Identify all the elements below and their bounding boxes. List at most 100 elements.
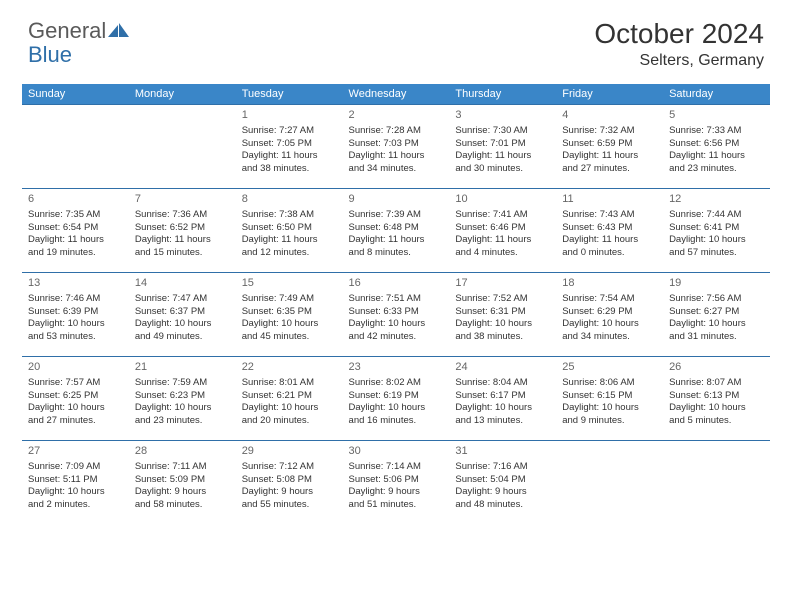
daylight-text: and 23 minutes. xyxy=(135,415,230,428)
sunset-text: Sunset: 6:19 PM xyxy=(349,390,444,403)
daylight-text: Daylight: 10 hours xyxy=(28,318,123,331)
daylight-text: and 48 minutes. xyxy=(455,499,550,512)
weekday-header: Saturday xyxy=(663,84,770,105)
calendar-body: 1Sunrise: 7:27 AMSunset: 7:05 PMDaylight… xyxy=(22,105,770,525)
sunrise-text: Sunrise: 7:39 AM xyxy=(349,209,444,222)
logo: General xyxy=(28,18,132,44)
calendar-cell-empty xyxy=(22,105,129,189)
day-number: 29 xyxy=(242,444,337,459)
sunset-text: Sunset: 6:54 PM xyxy=(28,222,123,235)
day-number: 25 xyxy=(562,360,657,375)
daylight-text: and 2 minutes. xyxy=(28,499,123,512)
daylight-text: and 57 minutes. xyxy=(669,247,764,260)
daylight-text: and 20 minutes. xyxy=(242,415,337,428)
calendar-cell-empty xyxy=(129,105,236,189)
sunset-text: Sunset: 6:56 PM xyxy=(669,138,764,151)
calendar-cell: 20Sunrise: 7:57 AMSunset: 6:25 PMDayligh… xyxy=(22,357,129,441)
day-number: 17 xyxy=(455,276,550,291)
calendar-cell: 13Sunrise: 7:46 AMSunset: 6:39 PMDayligh… xyxy=(22,273,129,357)
calendar-cell-empty xyxy=(556,441,663,525)
sunset-text: Sunset: 5:09 PM xyxy=(135,474,230,487)
logo-word2: Blue xyxy=(28,42,72,68)
day-number: 3 xyxy=(455,108,550,123)
day-number: 11 xyxy=(562,192,657,207)
daylight-text: Daylight: 11 hours xyxy=(455,234,550,247)
calendar-cell: 18Sunrise: 7:54 AMSunset: 6:29 PMDayligh… xyxy=(556,273,663,357)
calendar-cell: 22Sunrise: 8:01 AMSunset: 6:21 PMDayligh… xyxy=(236,357,343,441)
calendar-cell: 19Sunrise: 7:56 AMSunset: 6:27 PMDayligh… xyxy=(663,273,770,357)
day-number: 2 xyxy=(349,108,444,123)
calendar-cell: 25 Sunrise: 8:06 AMSunset: 6:15 PMDayligh… xyxy=(556,357,663,441)
sunset-text: Sunset: 6:39 PM xyxy=(28,306,123,319)
header: General October 2024 Selters, Germany xyxy=(0,0,792,76)
sunset-text: Sunset: 6:15 PM xyxy=(562,390,657,403)
daylight-text: Daylight: 11 hours xyxy=(242,150,337,163)
day-number: 7 xyxy=(135,192,230,207)
calendar-cell: 2Sunrise: 7:28 AMSunset: 7:03 PMDaylight… xyxy=(343,105,450,189)
calendar-head: SundayMondayTuesdayWednesdayThursdayFrid… xyxy=(22,84,770,105)
sunset-text: Sunset: 6:37 PM xyxy=(135,306,230,319)
daylight-text: Daylight: 10 hours xyxy=(562,402,657,415)
title-block: October 2024 Selters, Germany xyxy=(594,18,764,70)
daylight-text: Daylight: 11 hours xyxy=(669,150,764,163)
sunrise-text: Sunrise: 7:46 AM xyxy=(28,293,123,306)
daylight-text: Daylight: 10 hours xyxy=(669,318,764,331)
daylight-text: Daylight: 10 hours xyxy=(242,402,337,415)
location: Selters, Germany xyxy=(594,52,764,70)
day-number: 27 xyxy=(28,444,123,459)
sunset-text: Sunset: 6:13 PM xyxy=(669,390,764,403)
daylight-text: Daylight: 10 hours xyxy=(349,402,444,415)
daylight-text: and 27 minutes. xyxy=(562,163,657,176)
daylight-text: and 30 minutes. xyxy=(455,163,550,176)
daylight-text: Daylight: 10 hours xyxy=(135,318,230,331)
sunset-text: Sunset: 6:21 PM xyxy=(242,390,337,403)
calendar-cell: 28Sunrise: 7:11 AMSunset: 5:09 PMDayligh… xyxy=(129,441,236,525)
calendar-cell: 16Sunrise: 7:51 AMSunset: 6:33 PMDayligh… xyxy=(343,273,450,357)
day-number: 6 xyxy=(28,192,123,207)
calendar-cell: 14Sunrise: 7:47 AMSunset: 6:37 PMDayligh… xyxy=(129,273,236,357)
daylight-text: Daylight: 11 hours xyxy=(455,150,550,163)
calendar-cell: 27Sunrise: 7:09 AMSunset: 5:11 PMDayligh… xyxy=(22,441,129,525)
sunset-text: Sunset: 6:43 PM xyxy=(562,222,657,235)
daylight-text: and 53 minutes. xyxy=(28,331,123,344)
calendar-cell: 9Sunrise: 7:39 AMSunset: 6:48 PMDaylight… xyxy=(343,189,450,273)
sunset-text: Sunset: 5:06 PM xyxy=(349,474,444,487)
daylight-text: and 15 minutes. xyxy=(135,247,230,260)
sunset-text: Sunset: 5:11 PM xyxy=(28,474,123,487)
sunset-text: Sunset: 6:27 PM xyxy=(669,306,764,319)
day-number: 31 xyxy=(455,444,550,459)
day-number: 21 xyxy=(135,360,230,375)
month-title: October 2024 xyxy=(594,18,764,50)
daylight-text: and 51 minutes. xyxy=(349,499,444,512)
calendar-cell: 23Sunrise: 8:02 AMSunset: 6:19 PMDayligh… xyxy=(343,357,450,441)
calendar-row: 20Sunrise: 7:57 AMSunset: 6:25 PMDayligh… xyxy=(22,357,770,441)
daylight-text: Daylight: 10 hours xyxy=(242,318,337,331)
daylight-text: and 34 minutes. xyxy=(349,163,444,176)
weekday-header: Friday xyxy=(556,84,663,105)
sunrise-text: Sunrise: 7:43 AM xyxy=(562,209,657,222)
calendar-row: 6Sunrise: 7:35 AMSunset: 6:54 PMDaylight… xyxy=(22,189,770,273)
daylight-text: Daylight: 11 hours xyxy=(28,234,123,247)
daylight-text: and 38 minutes. xyxy=(455,331,550,344)
sunset-text: Sunset: 7:01 PM xyxy=(455,138,550,151)
sunrise-text: Sunrise: 8:06 AM xyxy=(562,377,657,390)
day-number: 28 xyxy=(135,444,230,459)
calendar-cell: 29Sunrise: 7:12 AMSunset: 5:08 PMDayligh… xyxy=(236,441,343,525)
daylight-text: Daylight: 11 hours xyxy=(242,234,337,247)
sunrise-text: Sunrise: 7:52 AM xyxy=(455,293,550,306)
daylight-text: and 31 minutes. xyxy=(669,331,764,344)
daylight-text: and 38 minutes. xyxy=(242,163,337,176)
daylight-text: Daylight: 11 hours xyxy=(349,150,444,163)
daylight-text: and 55 minutes. xyxy=(242,499,337,512)
calendar-cell: 26Sunrise: 8:07 AMSunset: 6:13 PMDayligh… xyxy=(663,357,770,441)
sunrise-text: Sunrise: 7:47 AM xyxy=(135,293,230,306)
daylight-text: Daylight: 10 hours xyxy=(455,318,550,331)
day-number: 10 xyxy=(455,192,550,207)
day-number: 1 xyxy=(242,108,337,123)
day-number: 9 xyxy=(349,192,444,207)
calendar-cell: 17Sunrise: 7:52 AMSunset: 6:31 PMDayligh… xyxy=(449,273,556,357)
sunset-text: Sunset: 7:03 PM xyxy=(349,138,444,151)
daylight-text: and 8 minutes. xyxy=(349,247,444,260)
sunset-text: Sunset: 6:23 PM xyxy=(135,390,230,403)
daylight-text: and 49 minutes. xyxy=(135,331,230,344)
